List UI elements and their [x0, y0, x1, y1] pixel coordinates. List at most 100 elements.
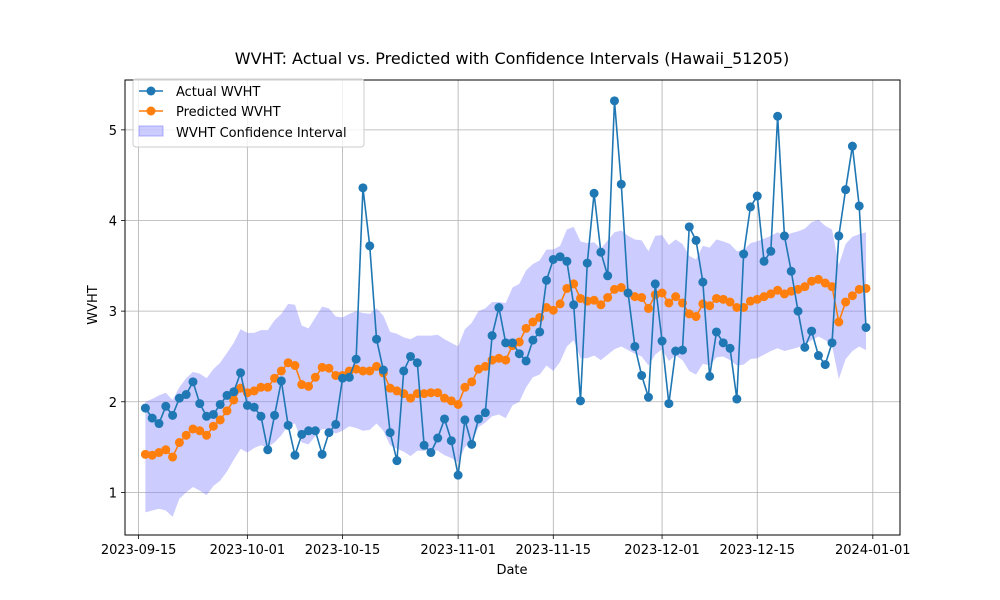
y-tick-label: 3 — [109, 305, 117, 320]
predicted-point — [759, 292, 769, 302]
y-tick-label: 2 — [109, 396, 117, 411]
predicted-point — [718, 294, 728, 304]
predicted-point — [304, 381, 314, 391]
predicted-point — [310, 372, 320, 382]
actual-point — [460, 415, 470, 425]
actual-point — [256, 411, 266, 421]
actual-point — [474, 414, 484, 424]
actual-point — [270, 410, 280, 420]
actual-point — [304, 426, 314, 436]
predicted-point — [800, 282, 810, 292]
predicted-point — [562, 283, 572, 293]
predicted-point — [813, 274, 823, 284]
predicted-point — [575, 293, 585, 303]
predicted-point — [691, 312, 701, 322]
predicted-point — [514, 337, 524, 347]
actual-point — [501, 338, 511, 348]
actual-point — [643, 392, 653, 402]
actual-point — [154, 419, 164, 429]
predicted-point — [847, 291, 857, 301]
y-tick-label: 5 — [109, 124, 117, 139]
actual-point — [786, 266, 796, 276]
actual-point — [861, 322, 871, 332]
actual-point — [800, 342, 810, 352]
predicted-point — [474, 364, 484, 374]
actual-point — [242, 400, 252, 410]
predicted-point — [528, 317, 538, 327]
actual-point — [331, 419, 341, 429]
actual-point — [691, 235, 701, 245]
predicted-points — [140, 274, 871, 462]
actual-point — [575, 396, 585, 406]
predicted-point — [671, 292, 681, 302]
actual-point — [297, 429, 307, 439]
actual-point — [603, 271, 613, 281]
actual-point — [487, 331, 497, 341]
predicted-point — [467, 377, 477, 387]
actual-point — [222, 390, 232, 400]
actual-point — [467, 439, 477, 449]
actual-point — [351, 354, 361, 364]
actual-point — [195, 399, 205, 409]
predicted-point — [365, 366, 375, 376]
predicted-point — [745, 296, 755, 306]
predicted-point — [256, 382, 266, 392]
predicted-point — [453, 399, 463, 409]
actual-point — [494, 303, 504, 312]
actual-point — [555, 252, 565, 262]
actual-point — [766, 246, 776, 256]
y-tick-label: 4 — [109, 214, 117, 229]
predicted-point — [827, 282, 837, 292]
predicted-point — [834, 317, 844, 327]
actual-point — [807, 326, 817, 336]
actual-point — [569, 300, 579, 310]
predicted-point — [161, 445, 171, 455]
predicted-point — [249, 386, 259, 396]
actual-point — [813, 351, 823, 361]
actual-point — [759, 256, 769, 266]
actual-point — [725, 343, 735, 353]
actual-point — [140, 403, 150, 413]
actual-point — [208, 409, 218, 419]
predicted-point — [521, 323, 531, 333]
actual-point — [664, 399, 674, 409]
predicted-point — [609, 284, 619, 294]
predicted-point — [535, 312, 545, 322]
grid — [125, 80, 900, 535]
actual-point — [419, 440, 429, 450]
y-axis-label: WVHT — [86, 285, 101, 325]
predicted-point — [494, 353, 504, 363]
actual-point — [168, 410, 178, 420]
actual-point — [698, 277, 708, 287]
x-tick-label: 2023-12-01 — [624, 543, 700, 558]
predicted-point — [820, 278, 830, 288]
x-tick-label: 2023-09-15 — [101, 543, 177, 558]
x-tick-label: 2023-11-15 — [516, 543, 592, 558]
actual-point — [290, 450, 300, 460]
predicted-point — [419, 389, 429, 399]
predicted-point — [711, 293, 721, 303]
predicted-point — [446, 396, 456, 406]
predicted-point — [657, 288, 667, 298]
predicted-point — [684, 309, 694, 319]
actual-point — [181, 390, 191, 400]
actual-point — [372, 334, 382, 344]
actual-point — [215, 399, 225, 409]
actual-point — [582, 258, 592, 268]
predicted-point — [603, 293, 613, 303]
actual-point — [541, 275, 551, 285]
actual-point — [528, 335, 538, 345]
predicted-point — [283, 358, 293, 368]
actual-point — [202, 411, 212, 421]
y-tick-label: 1 — [109, 486, 117, 501]
actual-point — [392, 456, 402, 466]
predicted-point — [406, 393, 416, 403]
actual-point — [793, 306, 803, 316]
actual-point — [480, 408, 490, 418]
predicted-point — [643, 303, 653, 313]
predicted-point — [460, 382, 470, 392]
predicted-point — [168, 452, 178, 462]
predicted-point — [297, 380, 307, 390]
legend-predicted-label: Predicted WVHT — [176, 105, 281, 120]
